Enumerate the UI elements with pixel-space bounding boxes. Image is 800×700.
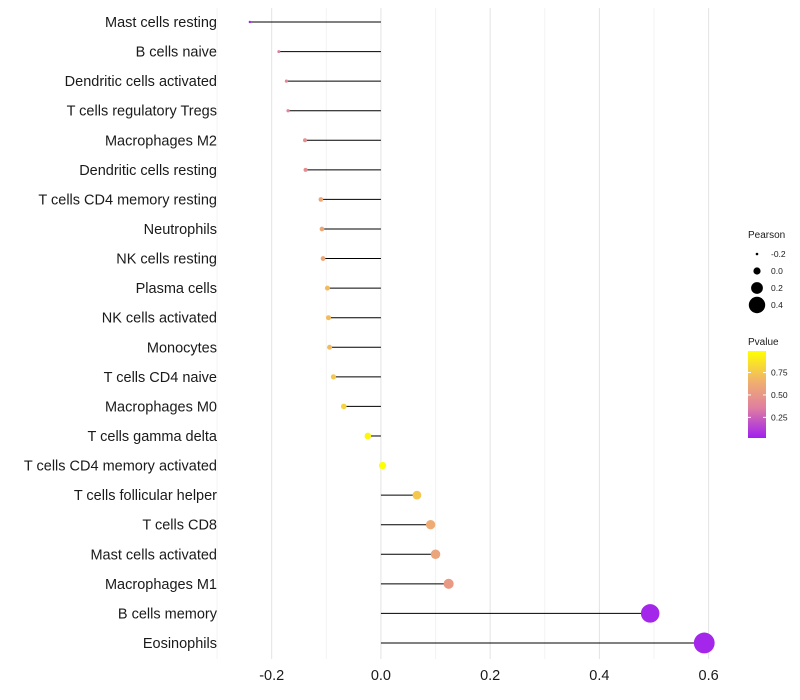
point (430, 549, 441, 560)
category-label: Monocytes (147, 340, 217, 356)
category-label: B cells naive (136, 45, 217, 61)
point (284, 79, 289, 83)
category-label: Eosinophils (143, 636, 217, 652)
point (303, 167, 308, 172)
category-label: Neutrophils (144, 222, 217, 238)
legend-size-point (753, 267, 761, 275)
point (325, 315, 331, 321)
x-tick-label: 0.6 (699, 668, 719, 684)
category-label: T cells CD4 memory activated (24, 459, 217, 475)
legend-color-label: 0.75 (771, 368, 788, 378)
category-label: Mast cells resting (105, 15, 217, 31)
legend-size-point (751, 282, 763, 294)
stems (249, 21, 705, 644)
category-label: NK cells activated (102, 311, 217, 327)
point (303, 138, 308, 143)
point (378, 461, 387, 470)
legend-size-title: Pearson (748, 230, 785, 241)
category-label: Macrophages M0 (105, 399, 217, 415)
point (330, 374, 337, 380)
point (319, 226, 325, 232)
point (364, 432, 372, 440)
legend-size-label: 0.4 (771, 300, 783, 310)
category-label: Dendritic cells resting (79, 163, 217, 179)
category-label: Mast cells activated (90, 547, 217, 563)
x-tick-label: 0.0 (371, 668, 391, 684)
point (248, 20, 252, 24)
legend-size-label: -0.2 (771, 249, 786, 259)
point (277, 50, 281, 54)
point (412, 490, 422, 500)
legend-color-title: Pvalue (748, 337, 779, 348)
point (324, 285, 330, 291)
x-axis-tick-labels: -0.2 0.0 0.2 0.4 0.6 (259, 668, 719, 684)
legend: Pearson -0.2 0.0 0.2 0.4 Pvalue 0.25 0.50 0.75 (748, 230, 788, 438)
category-label: NK cells resting (116, 252, 217, 268)
point (340, 403, 347, 410)
legend-color-label: 0.25 (771, 412, 788, 422)
grid-lines (216, 8, 710, 659)
category-label: T cells follicular helper (74, 488, 217, 504)
category-label: Macrophages M1 (105, 577, 217, 593)
point (320, 256, 326, 261)
x-tick-label: 0.2 (480, 668, 500, 684)
legend-color-label: 0.50 (771, 390, 788, 400)
point (640, 604, 660, 623)
legend-size-label: 0.0 (771, 266, 783, 276)
category-label: Plasma cells (136, 281, 217, 297)
legend-size-label: 0.2 (771, 283, 783, 293)
x-tick-label: 0.4 (589, 668, 609, 684)
category-label: T cells regulatory Tregs (67, 104, 217, 120)
point (425, 520, 436, 530)
x-tick-label: -0.2 (259, 668, 284, 684)
point (318, 197, 324, 202)
legend-size-point (755, 252, 759, 256)
category-label: B cells memory (118, 606, 218, 622)
category-label: T cells CD4 naive (104, 370, 217, 386)
category-label: T cells gamma delta (88, 429, 218, 445)
point (693, 632, 715, 654)
category-label: T cells CD8 (142, 518, 217, 534)
y-axis-labels: Mast cells resting B cells naive Dendritic… (24, 15, 218, 652)
category-label: Dendritic cells activated (65, 74, 217, 90)
point (286, 109, 290, 113)
category-label: Macrophages M2 (105, 133, 217, 149)
category-label: T cells CD4 memory resting (38, 192, 217, 208)
points (248, 20, 715, 654)
point (327, 344, 333, 350)
point (443, 578, 454, 589)
legend-size-point (748, 296, 766, 314)
legend-colorbar (748, 351, 766, 438)
